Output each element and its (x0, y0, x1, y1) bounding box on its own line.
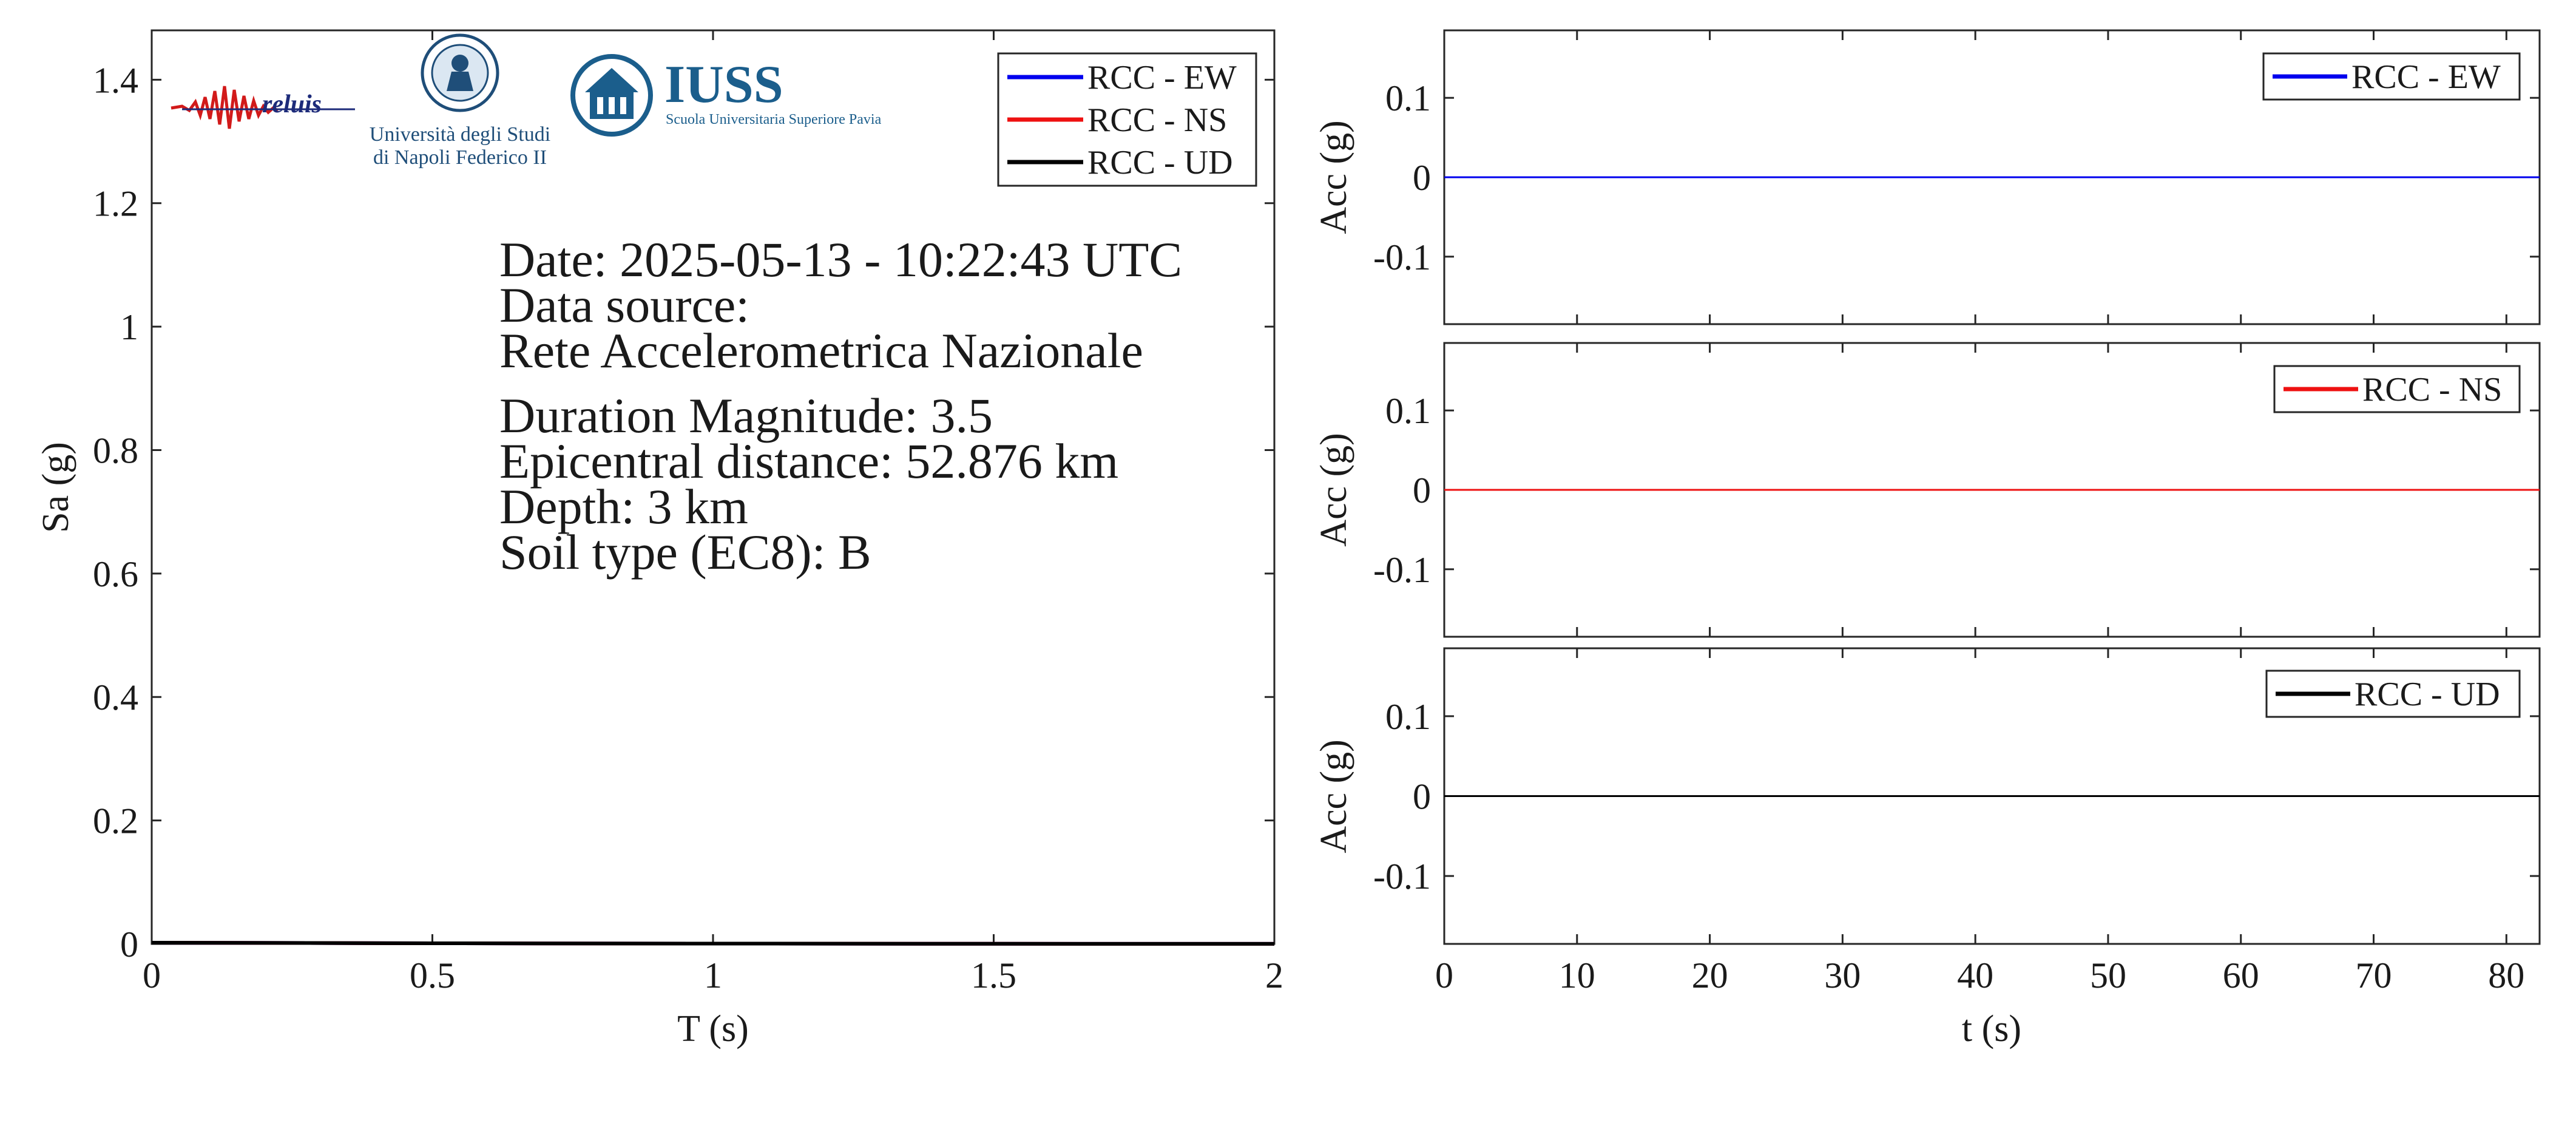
spectrum-y-tick-label: 1.2 (93, 184, 138, 224)
unina-logo: Università degli Studi di Napoli Federic… (370, 33, 550, 169)
spectrum-y-tick-label: 1 (120, 307, 138, 347)
reluis-logo: reluis (171, 86, 355, 129)
unina-seal-figure-head (451, 55, 468, 72)
accelerogram-ud-x-tick-label: 30 (1824, 955, 1861, 995)
accelerogram-ew-x-ticks (1443, 30, 2507, 324)
spectrum-x-tick-label: 2 (1265, 955, 1283, 995)
unina-logo-line2: di Napoli Federico II (373, 146, 547, 169)
accelerogram-ns-y-tick-label: 0 (1413, 470, 1431, 510)
accelerogram-x-axis-label: t (s) (1962, 1008, 2021, 1050)
spectrum-y-tick-label: 0.4 (93, 677, 138, 717)
spectrum-y-tick-label: 0.2 (93, 801, 138, 841)
legend-label-ew: RCC - EW (1087, 59, 1237, 97)
accelerogram-ud-x-tick-label: 50 (2090, 955, 2126, 995)
iuss-emblem-window-1 (597, 97, 603, 114)
iuss-emblem-window-2 (609, 97, 615, 114)
iuss-emblem-window-3 (620, 97, 626, 114)
legend-label-ns: RCC - NS (1087, 101, 1227, 139)
accelerogram-ud-x-tick-label: 40 (1957, 955, 1993, 995)
accelerogram-ns-y-tick-label: 0.1 (1385, 391, 1431, 431)
info-depth: Depth: 3 km (499, 479, 748, 534)
spectrum-y-axis-label: Sa (g) (35, 442, 76, 533)
legend-label-ud: RCC - UD (1087, 144, 1233, 181)
info-data-source-label: Data source: (499, 277, 749, 333)
accelerogram-ew-y-axis-label: Acc (g) (1313, 120, 1354, 234)
unina-seal-figure-body (447, 72, 473, 91)
accelerogram-ud-y-ticks: 0.1 0 -0.1 (1373, 697, 2540, 897)
spectrum-x-axis-label: T (s) (677, 1008, 749, 1050)
spectrum-x-ticks: 0 0.5 1 1.5 2 (143, 30, 1283, 995)
accelerogram-ud-y-tick-label: 0.1 (1385, 697, 1431, 737)
accelerogram-ew-y-ticks: 0.1 0 -0.1 (1373, 78, 2540, 277)
accelerogram-ns-panel: 0.1 0 -0.1 Acc (g) RCC - NS (1313, 342, 2541, 638)
spectrum-y-tick-label: 0.6 (93, 554, 138, 594)
info-distance: Epicentral distance: 52.876 km (499, 433, 1118, 489)
info-date: Date: 2025-05-13 - 10:22:43 UTC (499, 232, 1182, 287)
iuss-emblem-roof (585, 68, 638, 92)
accelerogram-ns-legend-label: RCC - NS (2362, 371, 2502, 409)
accelerogram-ew-y-tick-label: 0.1 (1385, 78, 1431, 118)
iuss-logo-subtitle: Scuola Universitaria Superiore Pavia (666, 112, 882, 127)
accelerogram-ud-x-tick-label: 60 (2223, 955, 2259, 995)
accelerogram-ew-legend-box (2262, 52, 2521, 101)
accelerogram-ew-y-tick-label: 0 (1413, 158, 1431, 198)
accelerogram-ud-y-tick-label: -0.1 (1373, 856, 1431, 897)
spectrum-x-tick-label: 0.5 (410, 955, 455, 995)
accelerogram-ew-y-tick-label: -0.1 (1373, 237, 1431, 277)
accelerogram-ud-panel: 0.1 0 -0.1 0 10 20 30 40 50 60 70 80 Acc (g) t (s)… (1313, 647, 2541, 1050)
spectrum-y-ticks: 0 0.2 0.4 0.6 0.8 1 1.2 1.4 (93, 60, 1274, 965)
event-info: Date: 2025-05-13 - 10:22:43 UTC Data sou… (499, 232, 1182, 580)
spectrum-y-tick-label: 1.4 (93, 60, 138, 100)
info-data-source-value: Rete Accelerometrica Nazionale (499, 323, 1143, 378)
accelerogram-ud-x-tick-label: 0 (1435, 955, 1453, 995)
accelerogram-ud-legend-label: RCC - UD (2355, 676, 2500, 713)
unina-logo-line1: Università degli Studi (370, 123, 550, 146)
reluis-logo-text: reluis (262, 90, 322, 118)
spectrum-y-tick-label: 0.8 (93, 430, 138, 470)
accelerogram-ud-x-tick-label: 70 (2356, 955, 2392, 995)
iuss-logo-title: IUSS (664, 55, 783, 114)
accelerogram-ns-y-axis-label: Acc (g) (1313, 433, 1354, 547)
iuss-logo: IUSS Scuola Universitaria Superiore Pavi… (570, 54, 882, 137)
accelerogram-ud-y-tick-label: 0 (1413, 777, 1431, 817)
spectrum-y-tick-label: 0 (120, 924, 138, 965)
info-soil-type: Soil type (EC8): B (499, 524, 871, 580)
accelerogram-ns-y-tick-label: -0.1 (1373, 550, 1431, 590)
accelerogram-ud-x-tick-label: 80 (2488, 955, 2524, 995)
spectrum-legend: RCC - EW RCC - NS RCC - UD (997, 52, 1257, 187)
accelerogram-ud-x-ticks: 0 10 20 30 40 50 60 70 80 (1435, 648, 2524, 995)
spectrum-series (151, 941, 1275, 946)
accelerogram-ud-y-axis-label: Acc (g) (1313, 739, 1354, 853)
spectrum-x-tick-label: 1 (704, 955, 722, 995)
accelerogram-ew-panel: 0.1 0 -0.1 Acc (g) RCC - EW (1313, 29, 2541, 325)
spectrum-x-tick-label: 0 (143, 955, 161, 995)
info-magnitude: Duration Magnitude: 3.5 (499, 388, 993, 443)
accelerogram-ns-x-ticks (1443, 343, 2507, 637)
spectrum-series-line-2 (151, 941, 1275, 946)
accelerogram-ew-legend-label: RCC - EW (2351, 58, 2501, 96)
spectrum-x-tick-label: 1.5 (971, 955, 1016, 995)
accelerogram-ud-x-tick-label: 20 (1692, 955, 1728, 995)
accelerogram-ud-x-tick-label: 10 (1559, 955, 1595, 995)
